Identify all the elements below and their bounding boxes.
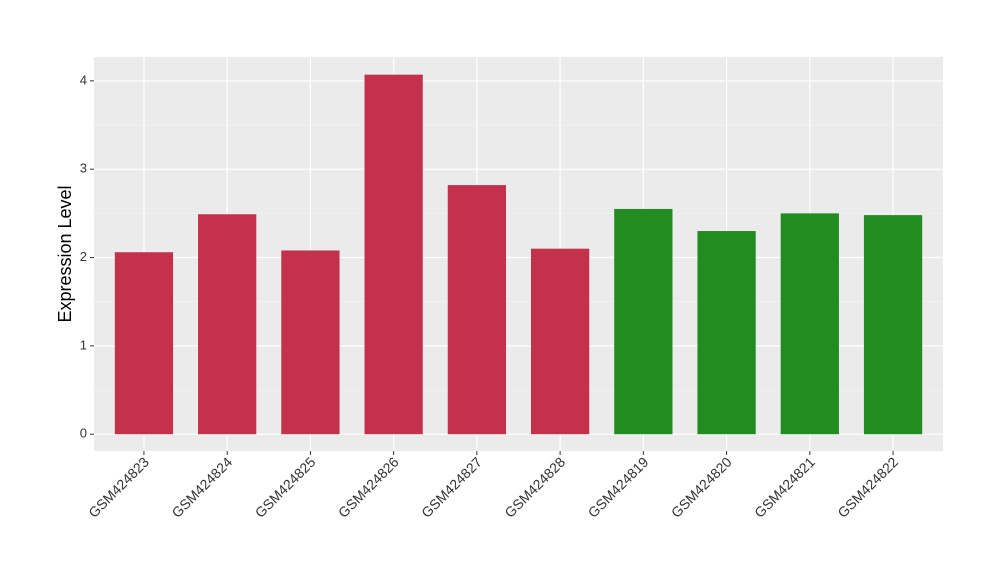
x-tick-label: GSM424825 (252, 454, 319, 521)
y-axis-title: Expression Level (55, 185, 75, 322)
x-tick-label: GSM424824 (168, 454, 235, 521)
y-tick-label: 2 (80, 249, 87, 264)
x-tick-label: GSM424827 (418, 454, 485, 521)
y-tick-label: 1 (80, 337, 87, 352)
bar (614, 208, 673, 435)
y-tick-label: 4 (80, 72, 87, 87)
x-tick-label: GSM424820 (668, 454, 735, 521)
bar (447, 185, 507, 435)
bar (863, 215, 923, 435)
y-tick-label: 3 (80, 161, 87, 176)
bar (364, 74, 423, 435)
bar (780, 213, 839, 435)
x-tick-label: GSM424822 (834, 454, 901, 521)
bar (114, 252, 174, 435)
bar (697, 231, 756, 435)
x-tick-label: GSM424826 (335, 454, 402, 521)
x-tick-label: GSM424819 (585, 454, 652, 521)
x-tick-label: GSM424828 (501, 454, 568, 521)
x-tick-label: GSM424823 (85, 454, 152, 521)
y-tick-label: 0 (80, 426, 87, 441)
bar (281, 250, 340, 435)
bar (530, 248, 590, 435)
bar (198, 214, 257, 435)
x-tick-label: GSM424821 (751, 454, 818, 521)
